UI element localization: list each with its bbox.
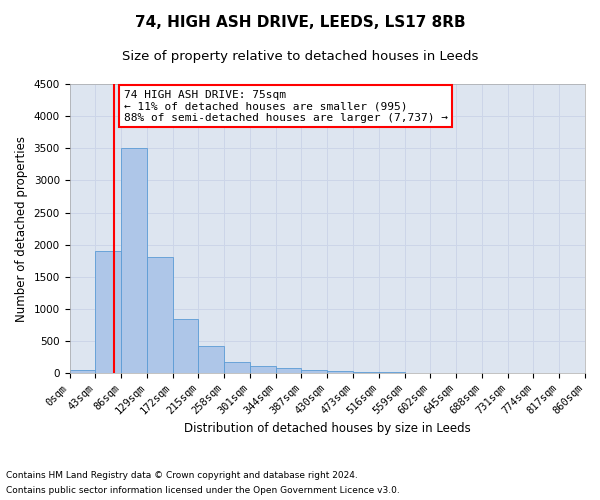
Text: Contains public sector information licensed under the Open Government Licence v3: Contains public sector information licen… [6, 486, 400, 495]
Text: Contains HM Land Registry data © Crown copyright and database right 2024.: Contains HM Land Registry data © Crown c… [6, 471, 358, 480]
Bar [301, 370, 327, 373]
Text: 74, HIGH ASH DRIVE, LEEDS, LS17 8RB: 74, HIGH ASH DRIVE, LEEDS, LS17 8RB [134, 15, 466, 30]
Y-axis label: Number of detached properties: Number of detached properties [15, 136, 28, 322]
Bar [224, 362, 250, 373]
Bar [276, 368, 301, 373]
Text: 74 HIGH ASH DRIVE: 75sqm
← 11% of detached houses are smaller (995)
88% of semi-: 74 HIGH ASH DRIVE: 75sqm ← 11% of detach… [124, 90, 448, 123]
Bar [121, 148, 147, 373]
Bar [250, 366, 276, 373]
Text: Size of property relative to detached houses in Leeds: Size of property relative to detached ho… [122, 50, 478, 63]
Bar [95, 251, 121, 373]
Bar [379, 372, 404, 373]
Bar [353, 372, 379, 373]
Bar [199, 346, 224, 373]
Bar [327, 371, 353, 373]
Bar [70, 370, 95, 373]
Bar [147, 258, 173, 373]
Bar [173, 318, 199, 373]
X-axis label: Distribution of detached houses by size in Leeds: Distribution of detached houses by size … [184, 422, 470, 435]
